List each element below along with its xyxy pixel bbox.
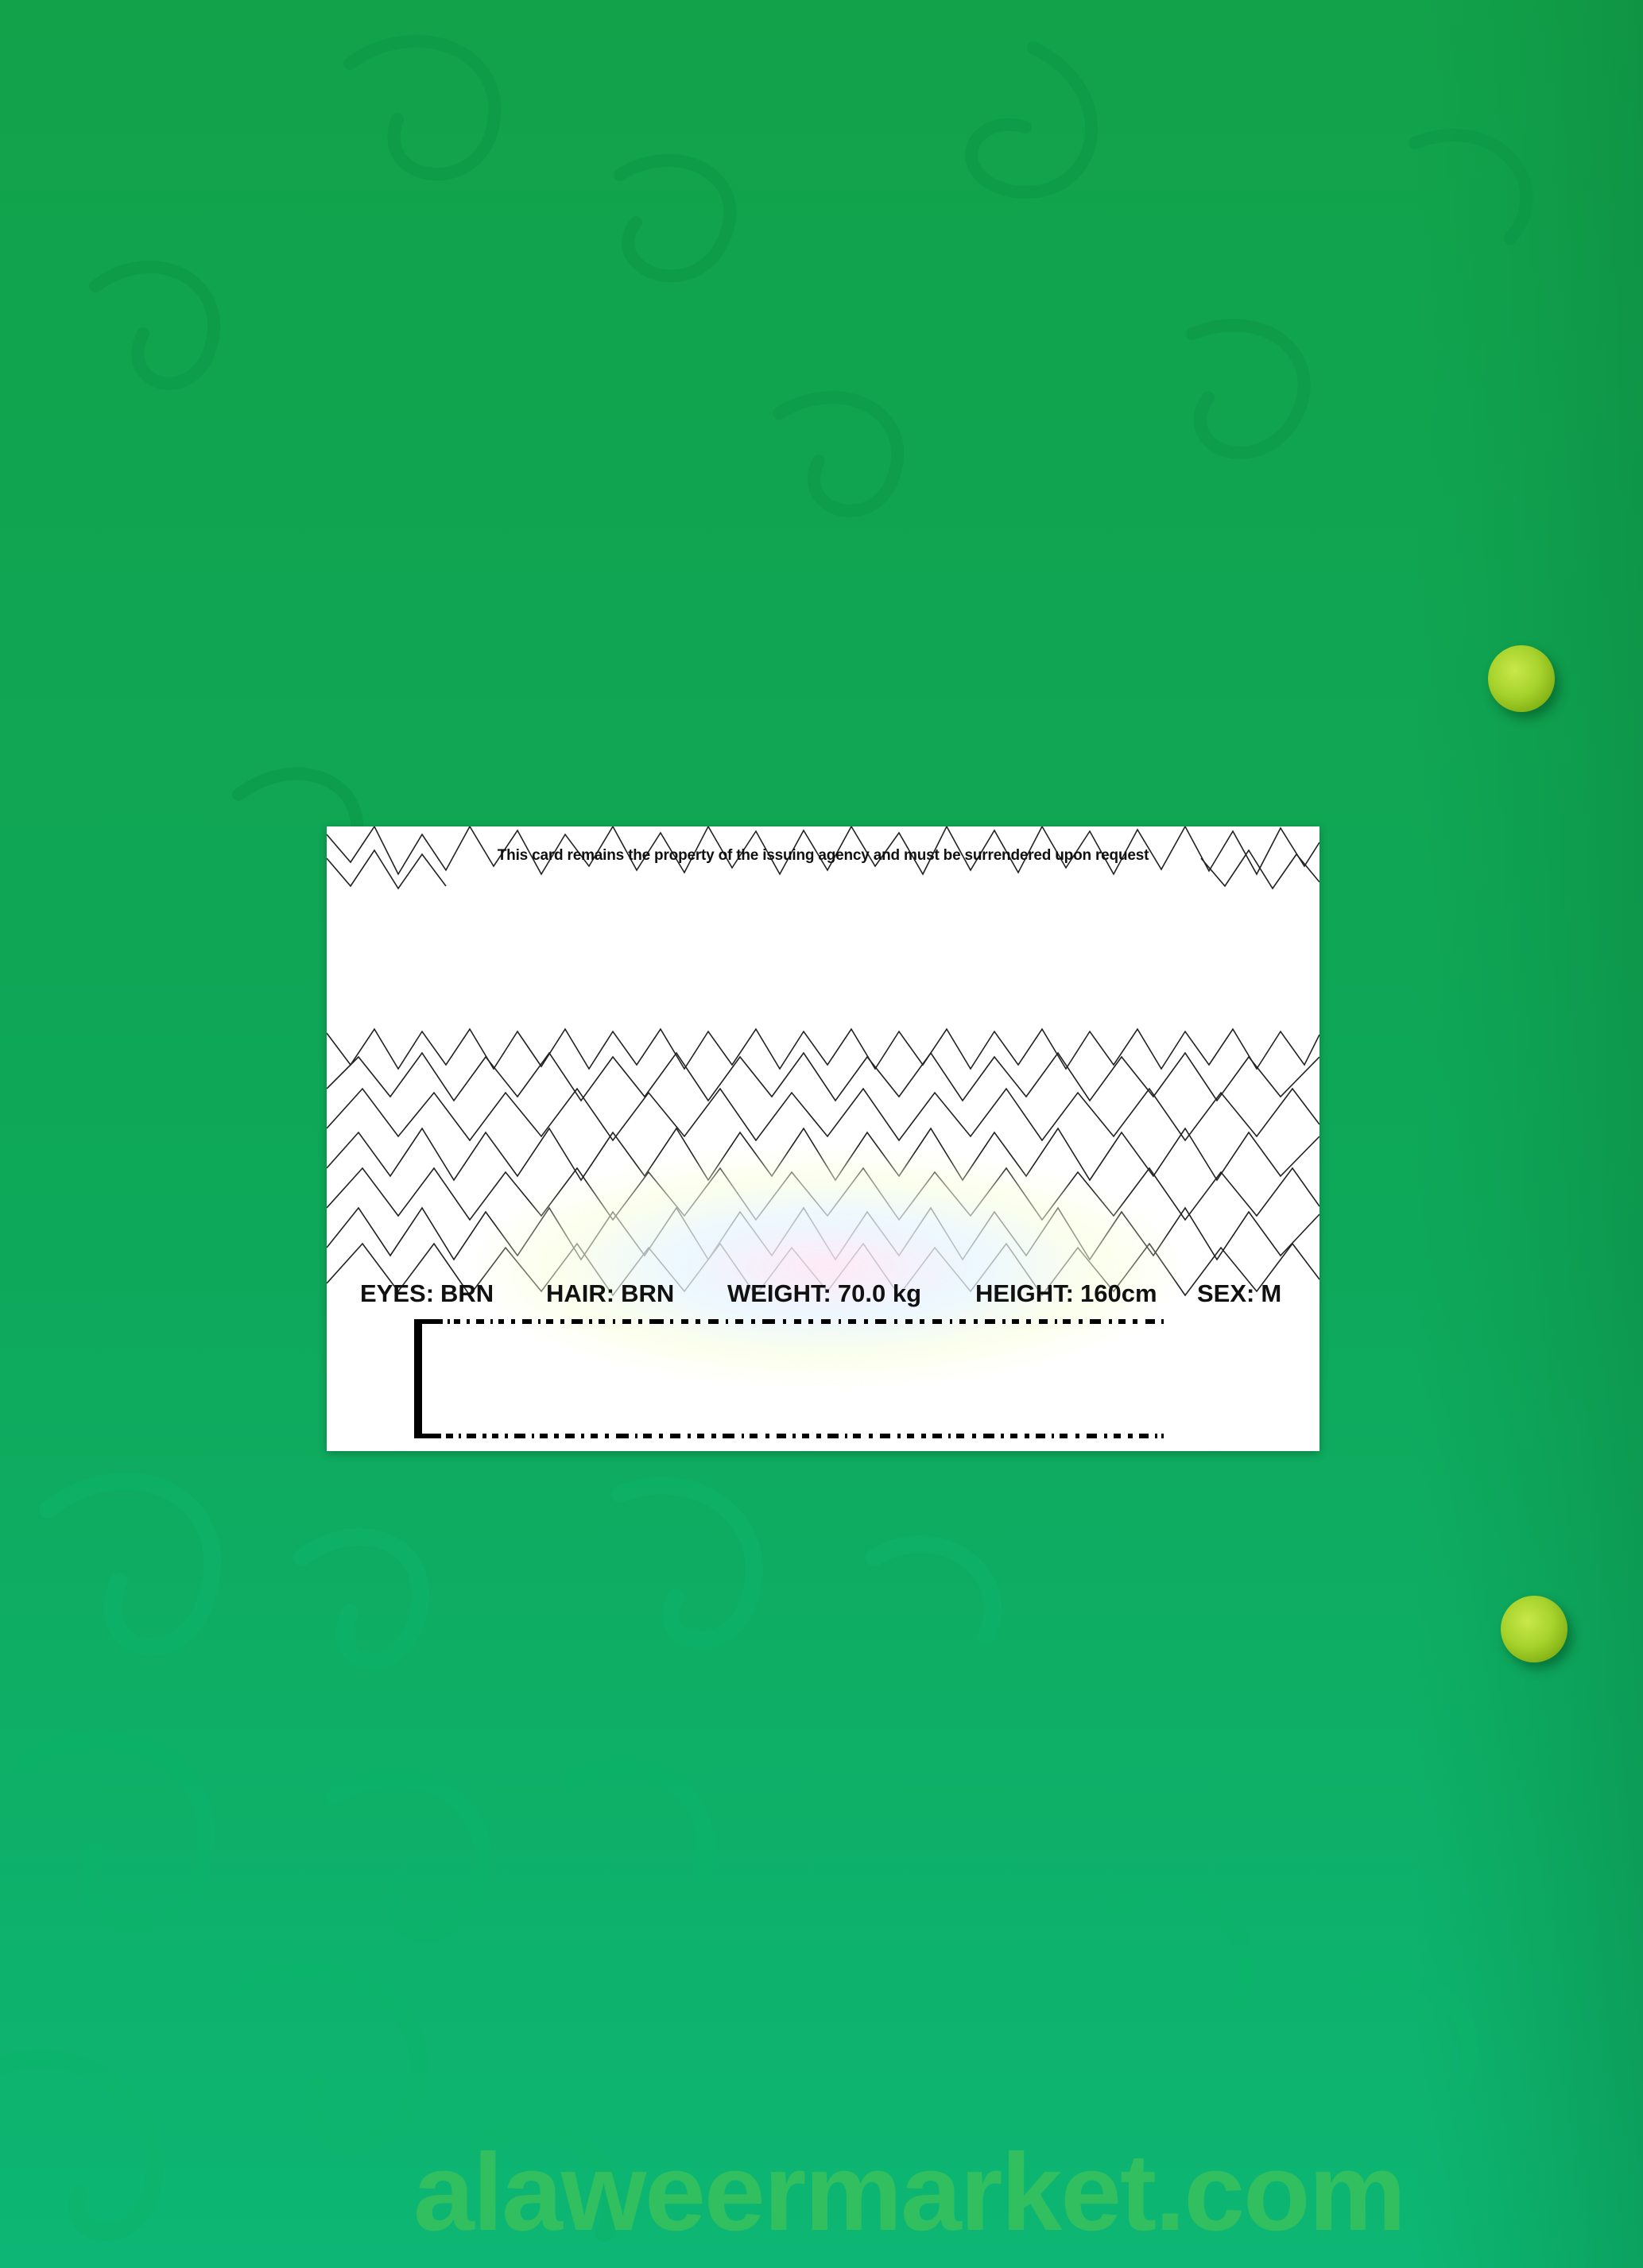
sex-field: SEX: M (1197, 1279, 1281, 1308)
eyes-field: EYES: BRN (360, 1279, 494, 1308)
hair-label: HAIR: (546, 1279, 615, 1307)
weight-field: WEIGHT: 70.0 kg (727, 1279, 921, 1308)
push-pin-icon (1488, 645, 1555, 712)
sex-value: M (1261, 1279, 1282, 1307)
weight-value: 70.0 kg (837, 1279, 921, 1307)
weight-label: WEIGHT: (727, 1279, 831, 1307)
eyes-value: BRN (440, 1279, 494, 1307)
push-pin-icon (1501, 1596, 1567, 1662)
eyes-label: EYES: (360, 1279, 435, 1307)
hologram-overlay (478, 1152, 1177, 1383)
physical-descriptors: EYES: BRN HAIR: BRN WEIGHT: 70.0 kg HEIGHT:… (327, 1279, 1319, 1311)
site-watermark: alaweermarket.com (413, 2131, 1406, 2254)
id-card-back: This card remains the property of the is… (327, 826, 1319, 1451)
height-label: HEIGHT: (975, 1279, 1074, 1307)
hair-value: BRN (621, 1279, 675, 1307)
height-field: HEIGHT: 160cm (975, 1279, 1157, 1308)
hair-field: HAIR: BRN (546, 1279, 674, 1308)
sex-label: SEX: (1197, 1279, 1255, 1307)
height-value: 160cm (1080, 1279, 1157, 1307)
card-property-notice: This card remains the property of the is… (497, 847, 1149, 864)
